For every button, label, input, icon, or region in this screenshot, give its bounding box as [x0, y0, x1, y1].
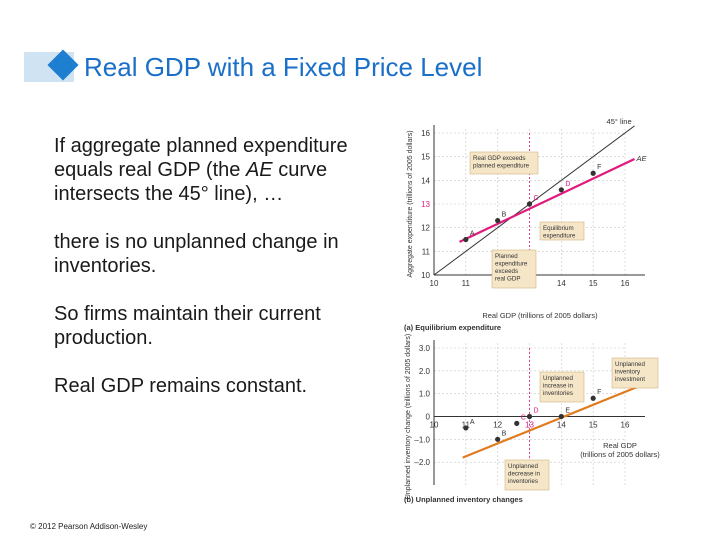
annotation-text: inventories [543, 390, 573, 397]
bullet-3: So firms maintain their current producti… [54, 303, 321, 349]
annotation-text: Planned [495, 253, 518, 260]
chart-caption: (a) Equilibrium expenditure [404, 323, 501, 332]
x-tick-label: 15 [589, 279, 598, 288]
annotation-text: Equilibrium [543, 225, 574, 232]
y-tick-label: 0 [426, 413, 431, 422]
annotation-text: Unplanned [543, 375, 573, 382]
y-tick-label: 13 [421, 200, 430, 209]
data-point [463, 425, 469, 431]
data-point [495, 436, 501, 442]
data-point [495, 217, 501, 224]
bullet-2: there is no unplanned change in inventor… [54, 231, 339, 277]
y-tick-label: 15 [421, 153, 430, 162]
y-tick-label: 12 [421, 224, 430, 233]
annotation-text: increase in [543, 383, 573, 390]
point-label: C [521, 414, 526, 421]
data-point [526, 201, 533, 207]
point-label: F [597, 164, 601, 171]
chart-panel-2: 3.02.01.00–1.0–2.010 11 12 13 14 15 16Unplanne… [404, 334, 660, 504]
slide-title: Real GDP with a Fixed Price Level [84, 52, 483, 82]
point-label: E [565, 408, 570, 415]
annotation-box [611, 357, 659, 389]
data-point [463, 236, 469, 243]
y-tick-label: 2.0 [419, 367, 431, 376]
series-label-ae: AE [636, 154, 648, 163]
series-label-45: 45° line [607, 117, 632, 126]
annotation-text: planned expenditure [473, 163, 530, 170]
x-tick-label: 12 [493, 421, 502, 430]
y-tick-label: 3.0 [419, 344, 431, 353]
y-tick-label: 14 [421, 176, 430, 185]
point-label: A [470, 419, 475, 426]
point-label: D [565, 181, 570, 188]
annotation-text: inventories [508, 478, 538, 485]
bullet-1: If aggregate planned expenditure equals … [54, 135, 348, 205]
x-tick-label: 11 [462, 279, 471, 288]
annotation-box [491, 249, 537, 289]
x-tick-label: 16 [621, 279, 630, 288]
annotation-text: expenditure [495, 261, 528, 268]
data-point [558, 413, 564, 420]
x-axis-label: (trillions of 2005 dollars) [580, 450, 660, 459]
point-label: B [502, 212, 507, 219]
annotation-box [539, 221, 585, 241]
x-axis-label: Real GDP [603, 441, 637, 450]
annotation-text: exceeds [495, 268, 518, 275]
x-axis-label: Real GDP (trillions of 2005 dollars) [482, 311, 598, 320]
data-point [526, 413, 533, 420]
x-tick-label: 16 [621, 421, 630, 430]
annotation-text: Unplanned [508, 463, 538, 470]
annotation-text: investment [615, 376, 645, 383]
series-line-1 [462, 385, 639, 459]
bullet-4: Real GDP remains constant. [54, 375, 308, 397]
point-label: B [502, 430, 507, 437]
data-point [590, 170, 596, 176]
y-tick-label: 10 [421, 271, 430, 280]
annotation-text: inventory [615, 369, 641, 376]
x-tick-label: 11 [462, 421, 471, 430]
annotation-text: decrease in [508, 471, 541, 478]
annotation-text: Unplanned [615, 361, 645, 368]
y-tick-label: 16 [421, 129, 430, 138]
y-axis-label: Aggregate expenditure (trillions of 2005… [407, 130, 414, 277]
data-point [558, 187, 564, 193]
point-label: D [534, 408, 539, 415]
x-tick-label: 14 [557, 421, 566, 430]
y-tick-label: 11 [422, 247, 431, 256]
series-line-1 [433, 125, 635, 276]
data-point [514, 420, 520, 426]
chart-caption: (b) Unplanned inventory changes [404, 495, 523, 504]
point-label: C [534, 195, 539, 202]
data-point [590, 395, 596, 401]
annotation-text: real GDP [495, 276, 520, 283]
annotation-box [469, 151, 539, 175]
point-label: F [597, 389, 601, 396]
copyright: © 2012 Pearson Addison-Wesley [30, 522, 148, 531]
y-tick-label: –2.0 [414, 458, 430, 467]
x-tick-label: 14 [557, 279, 566, 288]
x-tick-label: 10 [430, 279, 439, 288]
point-label: A [470, 231, 475, 238]
x-tick-label: 15 [589, 421, 598, 430]
series-line-2 [459, 158, 635, 243]
x-tick-label: 10 [430, 421, 439, 430]
y-axis-label: Unplanned inventory change (trillions of… [405, 334, 412, 499]
chart-panel-1: 1011121314151610111213141516Aggregate ex… [404, 117, 648, 332]
annotation-box [539, 371, 585, 403]
annotation-text: expenditure [543, 233, 576, 240]
bullet-list: If aggregate planned expenditure equals … [54, 134, 354, 422]
annotation-text: Real GDP exceeds [473, 155, 526, 162]
annotation-box [504, 459, 550, 491]
y-tick-label: 1.0 [419, 390, 431, 399]
y-tick-label: –1.0 [414, 435, 430, 444]
